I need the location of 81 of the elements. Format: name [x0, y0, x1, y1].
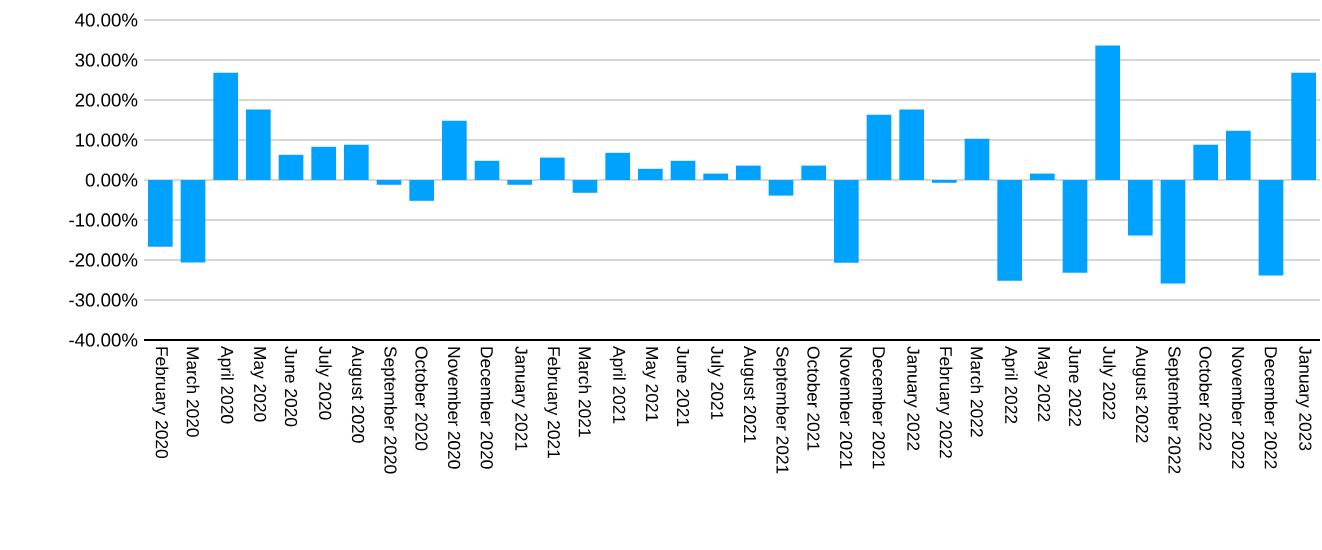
x-tick-label: December 2022: [1264, 347, 1278, 469]
x-tick-label: November 2021: [839, 347, 853, 469]
bar: [507, 180, 532, 185]
x-tick-label: May 2020: [250, 347, 267, 422]
bar: [344, 144, 369, 180]
x-tick-label: June 2022: [1068, 346, 1082, 427]
bar: [246, 109, 271, 180]
bar: [1193, 144, 1218, 180]
x-tick-label: November 2022: [1231, 347, 1245, 469]
x-tick-label: January 2021: [511, 346, 528, 451]
bar: [866, 114, 892, 180]
x-tick-label: March 2022: [970, 347, 984, 437]
x-tick-label: July 2022: [1099, 346, 1116, 420]
bar: [540, 157, 565, 180]
bar: [442, 120, 467, 180]
bar: [278, 154, 304, 180]
bar: [964, 138, 990, 180]
x-tick-label: December 2021: [872, 347, 886, 469]
bar: [213, 72, 239, 180]
x-tick-label: June 2021: [676, 346, 690, 427]
bar: [703, 173, 728, 180]
x-tick-label: February 2022: [936, 347, 953, 458]
bar: [1258, 180, 1284, 276]
x-tick-label: April 2020: [217, 346, 234, 424]
bar: [899, 109, 924, 180]
x-tick-label: December 2020: [480, 347, 494, 469]
bar: [1291, 72, 1316, 180]
bar: [376, 180, 402, 185]
bar: [1030, 173, 1055, 180]
x-tick-label: March 2020: [186, 347, 200, 437]
x-tick-label: November 2020: [447, 347, 461, 469]
x-tick-label: January 2023: [1295, 346, 1312, 451]
bar: [932, 180, 957, 183]
bar: [1127, 180, 1153, 236]
bar: [1062, 180, 1088, 273]
x-tick-label: July 2021: [707, 346, 724, 420]
x-tick-label: August 2021: [740, 346, 757, 443]
bar: [997, 180, 1022, 281]
x-tick-label: January 2022: [903, 346, 920, 451]
bar: [474, 160, 500, 180]
bar: [572, 180, 598, 193]
x-tick-label: May 2022: [1034, 347, 1051, 422]
y-tick-label: 0.00%: [85, 173, 138, 187]
x-tick-label: August 2020: [348, 346, 365, 443]
bar: [409, 180, 435, 201]
bar: [834, 180, 859, 263]
y-tick-label: -40.00%: [69, 333, 138, 347]
x-tick-label: February 2021: [544, 347, 561, 458]
x-tick-label: October 2020: [415, 346, 429, 451]
bar: [1160, 180, 1186, 284]
bar: [768, 180, 794, 196]
y-tick-label: 40.00%: [75, 13, 138, 27]
bar: [1095, 45, 1120, 180]
bar: [605, 152, 630, 180]
y-tick-label: -30.00%: [69, 293, 138, 307]
x-tick-label: September 2022: [1164, 346, 1182, 474]
bar: [670, 160, 696, 180]
x-tick-label: September 2021: [772, 346, 790, 474]
x-tick-label: March 2021: [578, 347, 592, 437]
bar: [801, 165, 826, 180]
x-tick-label: October 2022: [1199, 346, 1213, 451]
x-tick-label: February 2020: [152, 347, 169, 459]
x-tick-label: August 2022: [1132, 346, 1149, 443]
x-tick-label: April 2022: [1001, 346, 1018, 424]
x-tick-label: April 2021: [609, 346, 626, 424]
y-tick-label: 30.00%: [75, 53, 138, 67]
y-tick-label: 10.00%: [76, 133, 138, 147]
x-tick-label: September 2020: [380, 346, 398, 474]
x-tick-label: July 2020: [315, 346, 332, 420]
x-tick-label: June 2020: [284, 346, 298, 427]
bar: [180, 180, 206, 263]
y-tick-label: -20.00%: [69, 253, 138, 267]
y-tick-label: -10.00%: [69, 213, 138, 227]
bar: [638, 168, 663, 180]
y-tick-label: 20.00%: [75, 93, 138, 107]
bar: [311, 146, 337, 180]
bar: [148, 180, 173, 247]
x-tick-label: October 2021: [807, 346, 821, 451]
bar: [736, 165, 761, 180]
x-tick-label: May 2021: [642, 347, 659, 422]
bar: [1225, 130, 1251, 180]
